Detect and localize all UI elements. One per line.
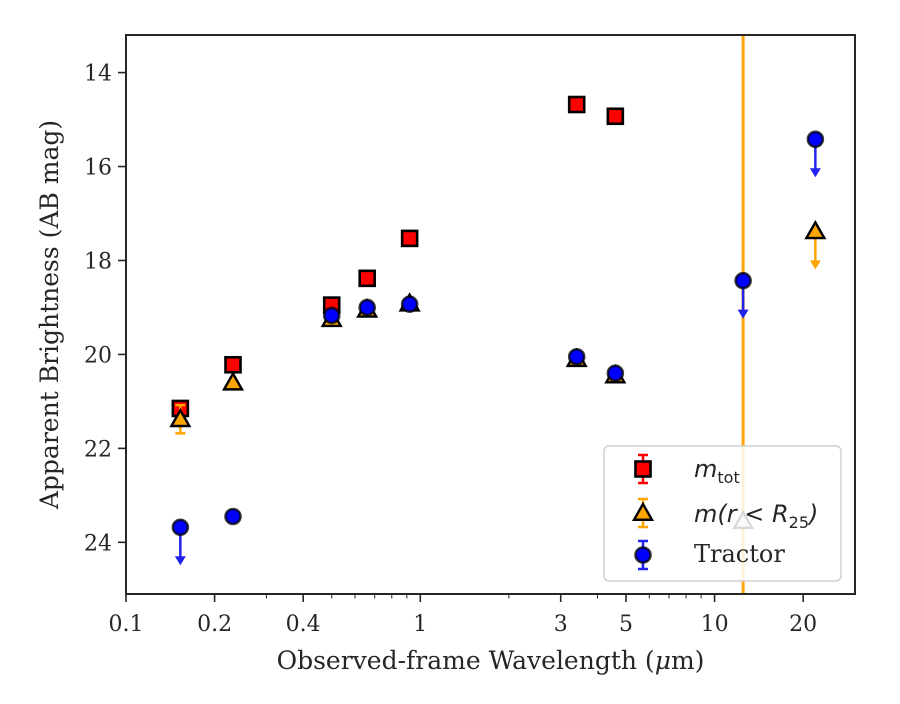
data-point-tractor xyxy=(322,306,341,325)
y-tick-label: 14 xyxy=(84,62,112,87)
data-point-m_r25 xyxy=(221,371,245,391)
legend-marker-tractor xyxy=(634,546,652,564)
legend-label-part: m xyxy=(694,455,717,483)
legend: mtot m(r < R25) Tractor xyxy=(603,445,842,582)
data-point-tractor xyxy=(606,364,625,383)
y-tick-label: 24 xyxy=(84,531,112,556)
data-point-tractor xyxy=(400,295,419,313)
y-tick-label: 16 xyxy=(84,156,112,181)
x-axis-title-mu: μ xyxy=(655,646,671,675)
y-tick-label: 20 xyxy=(84,343,112,368)
x-axis-title-part: m) xyxy=(671,646,704,675)
data-point-m_r25 xyxy=(804,219,827,240)
x-tick-label: 5 xyxy=(619,612,633,637)
plot-frame xyxy=(125,34,856,595)
data-point-m_tot xyxy=(567,95,586,114)
x-tick-label: 0.2 xyxy=(197,612,232,637)
data-point-m_tot xyxy=(358,269,376,288)
legend-marker-m_r25 xyxy=(631,501,655,521)
data-point-m_tot xyxy=(606,107,625,126)
data-point-tractor xyxy=(171,518,190,537)
axis-ticks: 0.1 0.2 0.4 1 3 5 10 20 14 16 18 20 22 24 xyxy=(84,62,817,637)
legend-label-part: ) xyxy=(807,500,818,528)
y-axis-title: Apparent Brightness (AB mag) xyxy=(35,120,64,510)
legend-label-sub: 25 xyxy=(789,513,809,532)
x-tick-label: 1 xyxy=(413,612,427,637)
y-tick-label: 18 xyxy=(84,249,112,274)
upper-limit-arrow-head xyxy=(737,309,749,319)
legend-label-m-tot: mtot xyxy=(694,455,740,487)
x-axis-title: Observed-frame Wavelength (μm) xyxy=(277,646,705,675)
legend-box xyxy=(603,445,842,582)
plot-marks xyxy=(169,35,827,594)
upper-limit-arrow-head xyxy=(809,260,821,270)
data-point-m_r25 xyxy=(169,407,192,428)
legend-label-sub: tot xyxy=(717,468,739,487)
x-tick-label: 10 xyxy=(701,612,729,637)
series-tractor xyxy=(171,130,825,566)
legend-label-part: m(r < R xyxy=(694,500,789,528)
x-tick-label: 3 xyxy=(554,612,568,637)
upper-limit-arrow-head xyxy=(809,168,821,178)
legend-marker-m_tot xyxy=(634,460,652,478)
upper-limit-arrow-head xyxy=(174,556,186,566)
data-point-tractor xyxy=(224,507,242,526)
x-tick-label: 0.1 xyxy=(109,612,144,637)
data-point-tractor xyxy=(358,298,376,317)
y-tick-label: 22 xyxy=(84,437,112,462)
data-point-tractor xyxy=(567,347,586,366)
x-axis-title-part: Observed-frame Wavelength ( xyxy=(277,646,655,675)
legend-label-tractor: Tractor xyxy=(694,540,785,568)
x-tick-label: 0.4 xyxy=(286,612,321,637)
legend-markers xyxy=(631,453,655,571)
data-point-tractor xyxy=(734,271,752,290)
x-tick-label: 20 xyxy=(789,612,817,637)
legend-label-m-r25: m(r < R25) xyxy=(694,500,818,532)
data-point-m_tot xyxy=(224,355,242,374)
data-point-m_tot xyxy=(400,229,419,248)
data-point-tractor xyxy=(806,130,825,149)
